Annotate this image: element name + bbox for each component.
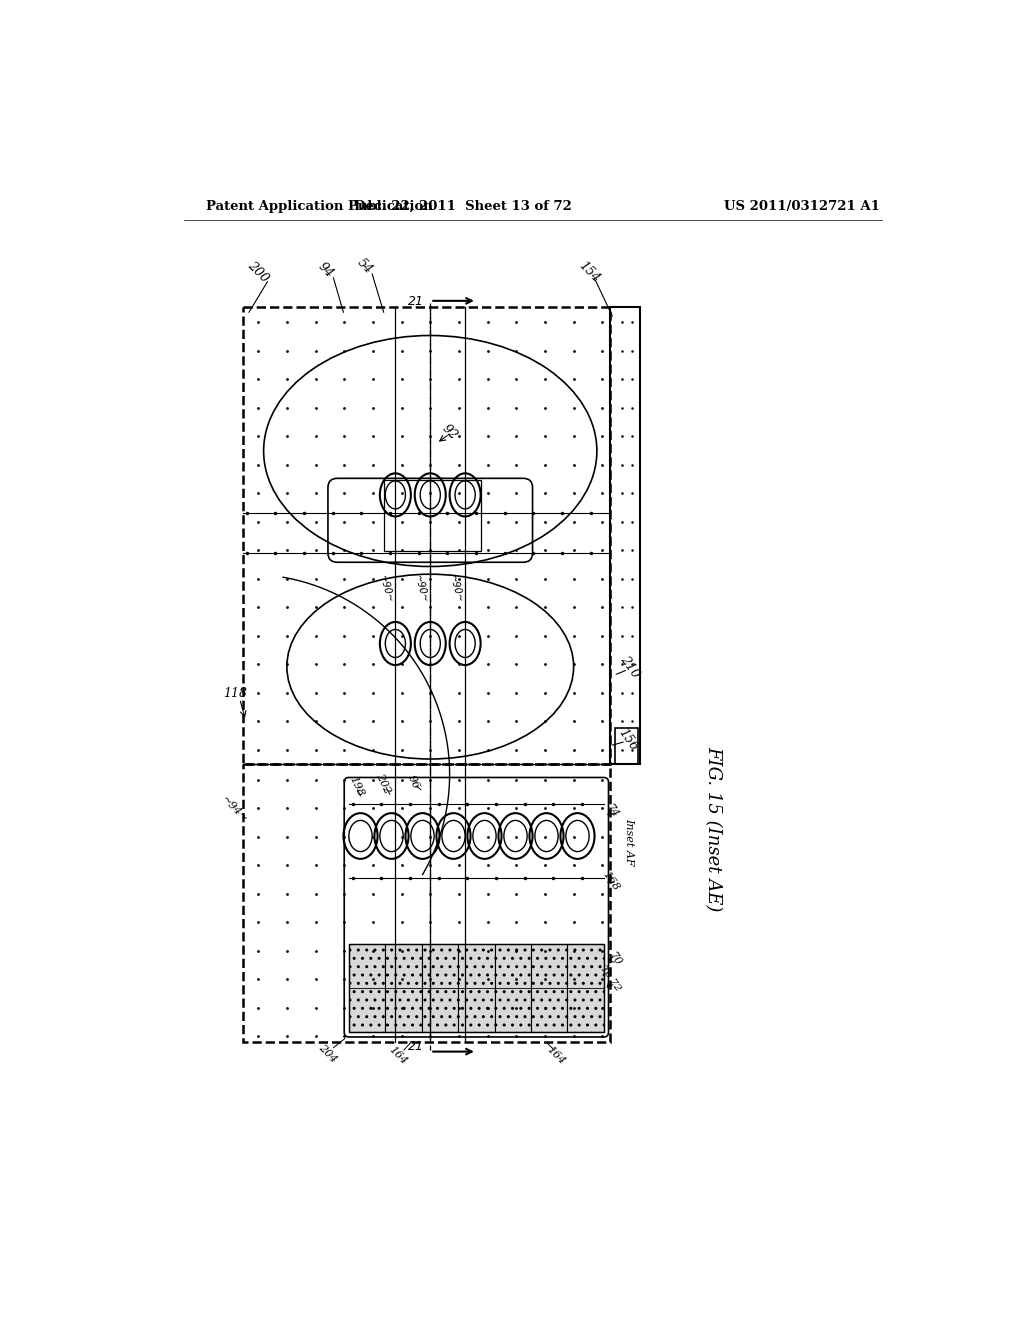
Text: 94: 94 xyxy=(315,260,336,280)
Text: 74: 74 xyxy=(604,803,621,820)
Bar xyxy=(349,944,604,1032)
Text: ~90~: ~90~ xyxy=(378,574,394,605)
Text: 168: 168 xyxy=(601,869,621,892)
Text: Dec. 22, 2011  Sheet 13 of 72: Dec. 22, 2011 Sheet 13 of 72 xyxy=(354,199,571,213)
Text: 156: 156 xyxy=(615,726,640,754)
Bar xyxy=(531,944,567,1032)
Text: 92: 92 xyxy=(439,421,460,442)
Text: 54: 54 xyxy=(354,256,375,276)
Text: 21: 21 xyxy=(408,1040,424,1053)
Text: 154: 154 xyxy=(577,259,602,285)
Bar xyxy=(458,944,495,1032)
Text: ~90~: ~90~ xyxy=(413,574,429,605)
Text: 202: 202 xyxy=(375,772,393,796)
Text: 198: 198 xyxy=(347,774,366,797)
Text: 118: 118 xyxy=(223,686,247,700)
Text: 204: 204 xyxy=(316,1041,339,1064)
Bar xyxy=(385,944,422,1032)
Bar xyxy=(349,944,385,1032)
Text: Inset AF: Inset AF xyxy=(625,818,635,866)
Bar xyxy=(495,944,531,1032)
Text: 210: 210 xyxy=(618,653,642,680)
Text: 164: 164 xyxy=(545,1044,567,1067)
Text: 96: 96 xyxy=(406,774,421,791)
Text: Patent Application Publication: Patent Application Publication xyxy=(206,199,432,213)
Text: 70: 70 xyxy=(606,950,623,968)
Text: 21: 21 xyxy=(408,294,424,308)
Text: ~90~: ~90~ xyxy=(447,574,464,605)
Text: 200: 200 xyxy=(245,259,271,285)
Bar xyxy=(567,944,604,1032)
Text: To 72: To 72 xyxy=(598,964,622,993)
Text: 164: 164 xyxy=(387,1044,409,1067)
Text: ~94~: ~94~ xyxy=(219,793,250,824)
Bar xyxy=(422,944,458,1032)
Text: US 2011/0312721 A1: US 2011/0312721 A1 xyxy=(724,199,881,213)
Text: FIG. 15 (Inset AE): FIG. 15 (Inset AE) xyxy=(705,746,722,911)
